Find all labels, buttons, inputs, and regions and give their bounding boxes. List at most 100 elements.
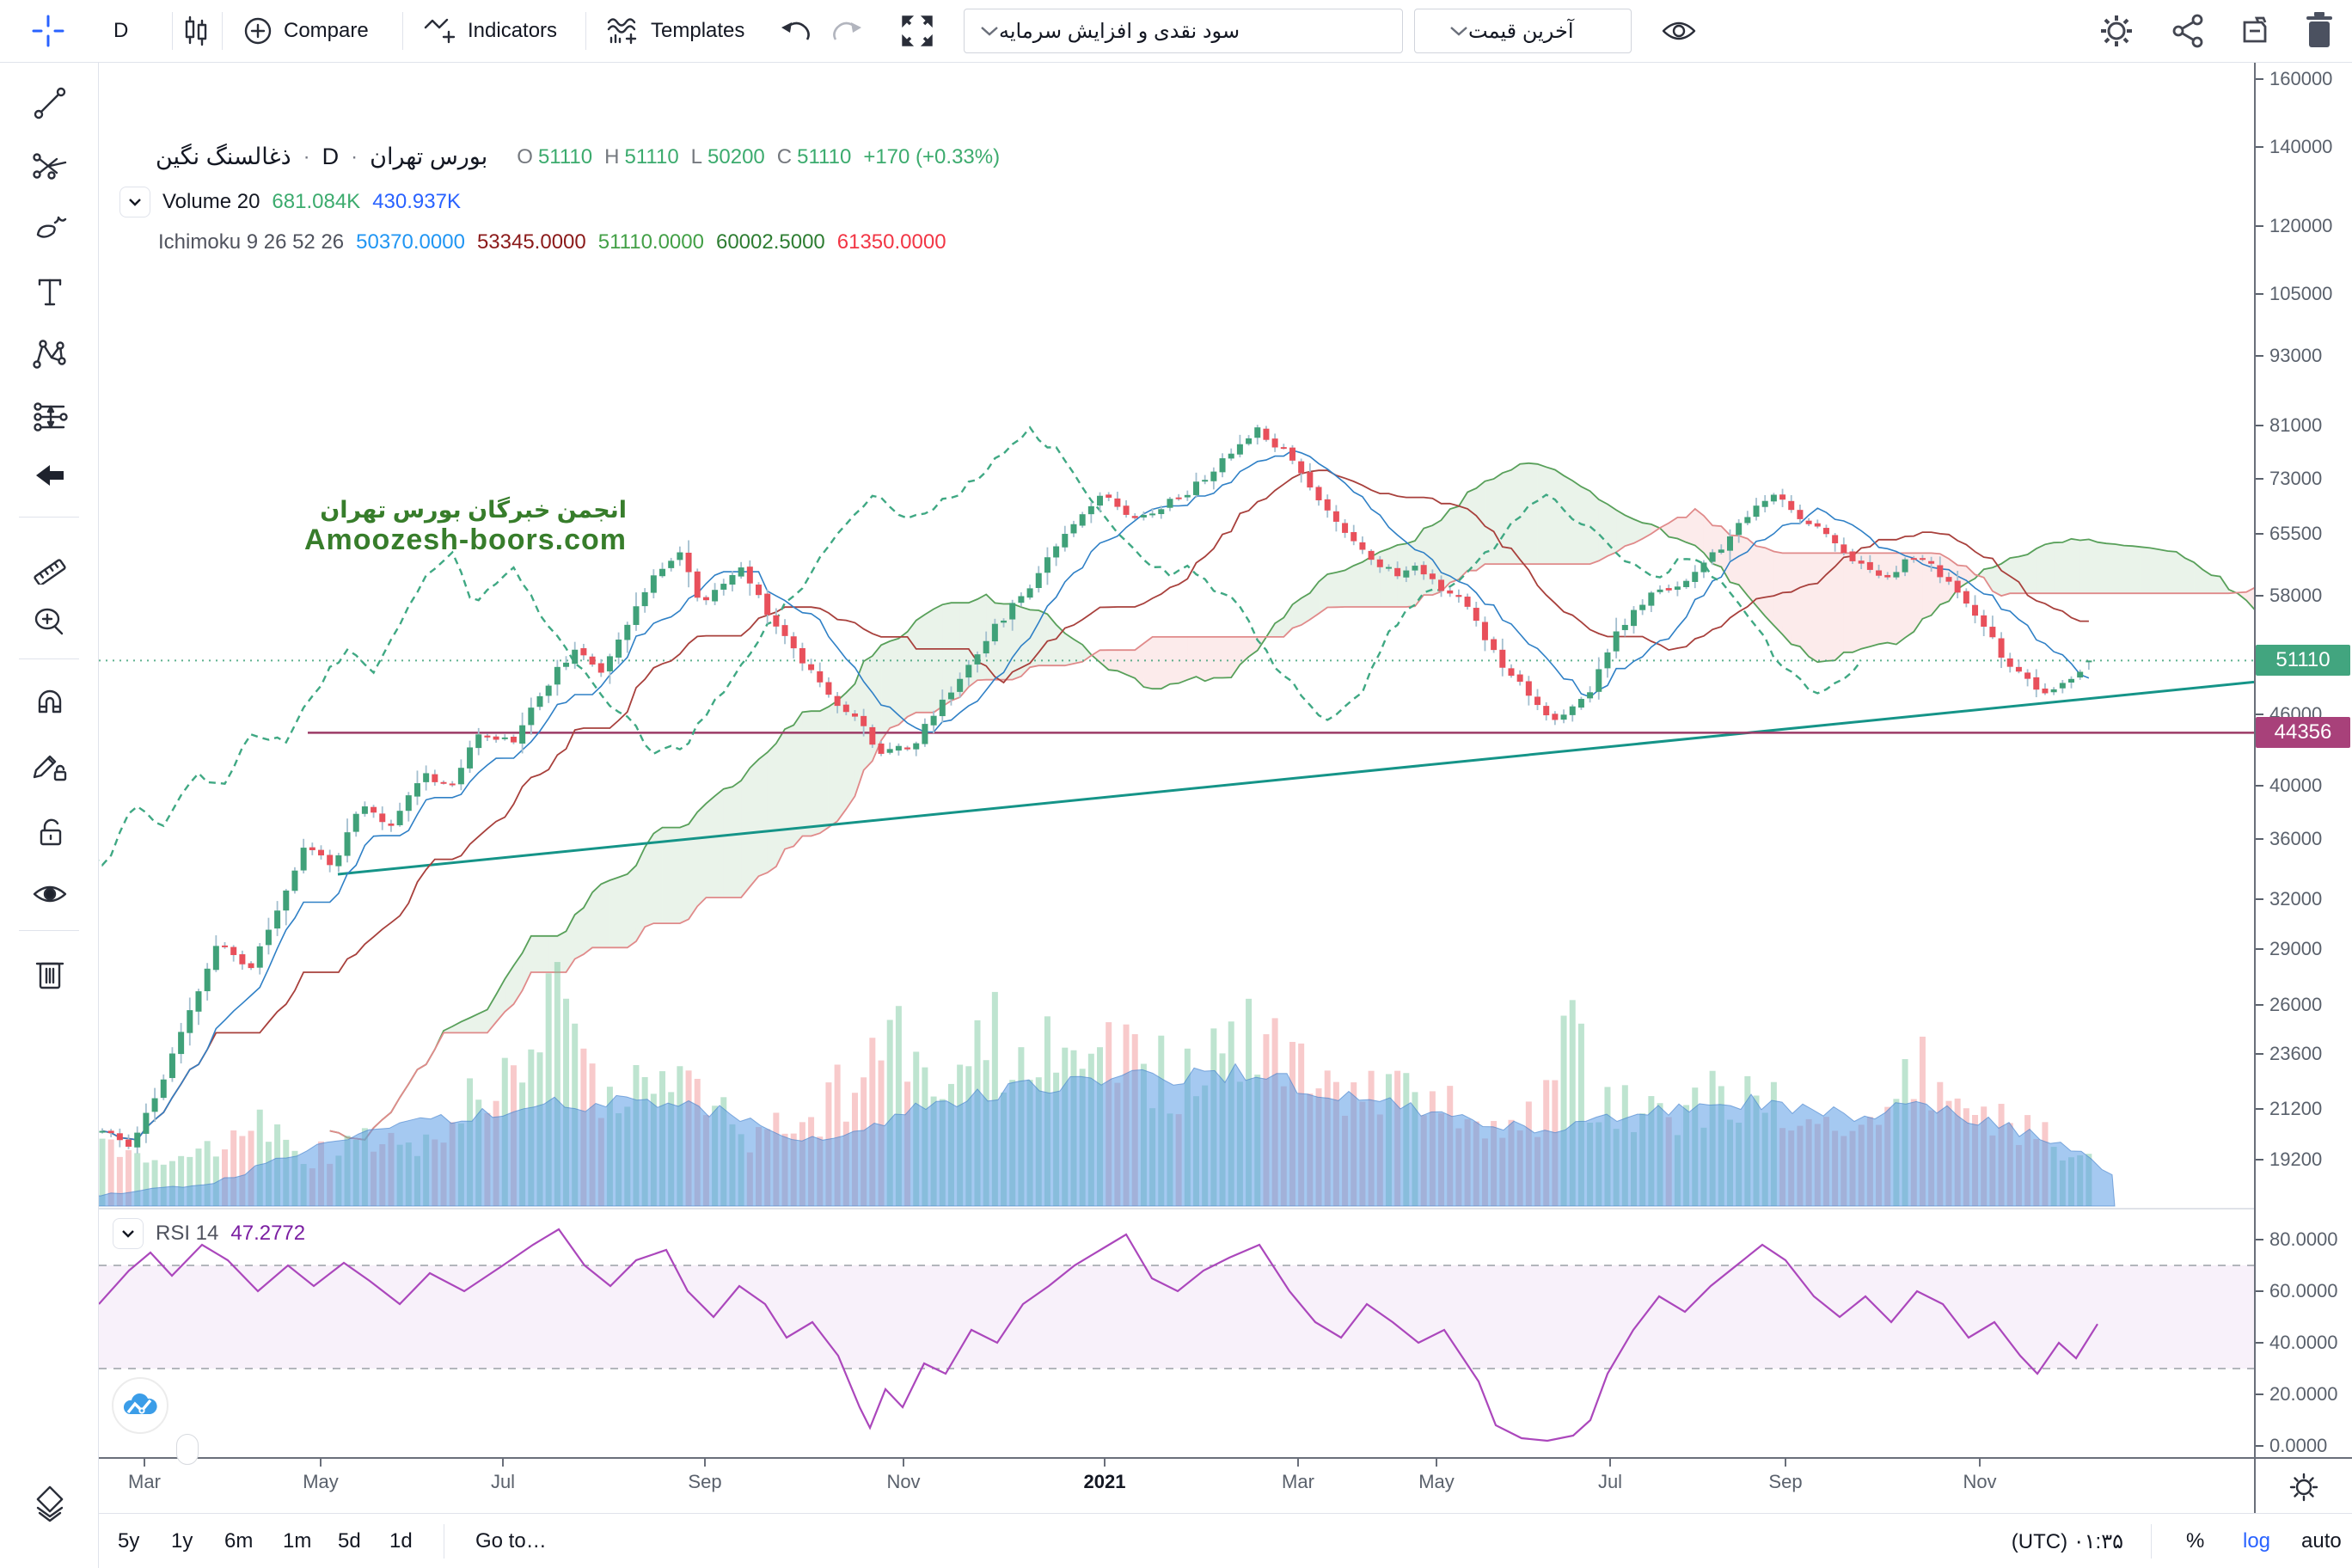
range-1m-button[interactable]: 1m <box>283 1529 312 1553</box>
undo-icon <box>781 21 810 40</box>
top-toolbar: D Compare Indicators <box>0 0 2352 63</box>
tool-measure[interactable] <box>25 541 75 591</box>
tool-text[interactable] <box>25 267 75 317</box>
redo-button[interactable] <box>827 9 865 53</box>
chevron-down-icon <box>1450 27 1467 36</box>
tool-magnet[interactable] <box>25 678 75 728</box>
time-tick-mark <box>1979 1459 1981 1467</box>
price-level-badge: 44356 <box>2256 717 2350 749</box>
fullscreen-button[interactable] <box>898 9 936 53</box>
toolbar-divider <box>172 12 173 50</box>
range-6m-button[interactable]: 6m <box>224 1529 254 1553</box>
price-tick-label: 26000 <box>2269 993 2323 1015</box>
object-tree-button[interactable] <box>25 1479 75 1529</box>
compare-button[interactable]: Compare <box>242 9 369 53</box>
volume-collapse-button[interactable] <box>119 187 150 217</box>
price-tick-mark <box>2256 533 2263 536</box>
cloud-chart-icon <box>123 1393 157 1414</box>
time-tick-label: Nov <box>886 1471 921 1492</box>
price-source-dropdown[interactable]: آخرین قیمت <box>1414 9 1632 53</box>
settings-button[interactable] <box>2098 9 2135 53</box>
price-tick-mark <box>2256 838 2263 841</box>
adjustment-dropdown[interactable]: سود نقدی و افزایش سرمایه <box>964 9 1403 53</box>
chart-canvas[interactable] <box>99 63 2254 1457</box>
tool-remove-objects[interactable] <box>25 948 75 998</box>
axis-corner[interactable] <box>2254 1459 2352 1515</box>
price-tick-label: 81000 <box>2269 414 2323 437</box>
undo-button[interactable] <box>778 9 816 53</box>
tool-xabcd-pattern[interactable] <box>25 329 75 379</box>
hide-indicators-button[interactable] <box>1659 9 1699 53</box>
price-axis[interactable]: 160000 140000 120000 105000 93000 81000 73000 6… <box>2254 63 2352 1457</box>
clock-label[interactable]: ۰۱:۳۵ (UTC) <box>1934 1514 2123 1568</box>
indicators-label: Indicators <box>468 19 558 42</box>
price-source-dropdown-value: آخرین قیمت <box>1468 19 1574 43</box>
sidebar-divider <box>19 517 79 518</box>
rsi-tick-label: 60.0000 <box>2269 1280 2338 1302</box>
tool-arrow[interactable] <box>25 450 75 500</box>
time-tick-mark <box>1436 1459 1437 1467</box>
exchange-name: بورس تهران <box>370 144 488 169</box>
range-1y-button[interactable]: 1y <box>171 1529 193 1553</box>
chart-style-button[interactable] <box>179 9 211 53</box>
log-scale-button[interactable]: log <box>2243 1529 2271 1553</box>
pane-handle[interactable] <box>176 1434 199 1465</box>
text-icon <box>38 279 62 306</box>
compare-label: Compare <box>284 19 369 42</box>
toolbar-divider <box>585 12 586 50</box>
time-tick-label: May <box>303 1471 339 1492</box>
watermark-line2: Amoozesh-boors.com <box>304 524 628 556</box>
ichimoku-name: Ichimoku 9 26 52 26 <box>158 230 345 254</box>
range-5d-button[interactable]: 5d <box>338 1529 361 1553</box>
tool-hide-all[interactable] <box>25 869 75 919</box>
price-tick-mark <box>2256 425 2263 427</box>
trash-icon <box>2306 12 2332 47</box>
symbol-legend[interactable]: ذغالسنگ نگین · D · بورس تهران O 51110 H … <box>156 144 1000 170</box>
range-1d-button[interactable]: 1d <box>389 1529 413 1553</box>
journal-button[interactable] <box>2236 9 2274 53</box>
tool-pitchfork[interactable] <box>25 141 75 191</box>
auto-scale-button[interactable]: auto <box>2301 1529 2342 1553</box>
tool-trend-line[interactable] <box>25 78 75 128</box>
price-tick-mark <box>2256 224 2263 227</box>
rsi-tick-mark <box>2256 1239 2263 1240</box>
legend-separator: · <box>351 144 358 168</box>
range-5y-button[interactable]: 5y <box>118 1529 140 1553</box>
price-tick-label: 105000 <box>2269 282 2333 304</box>
rsi-legend[interactable]: RSI 14 47.2772 <box>113 1218 305 1249</box>
share-button[interactable] <box>2169 9 2207 53</box>
tool-brush[interactable] <box>25 203 75 253</box>
indicators-button[interactable]: Indicators <box>423 9 557 53</box>
percent-scale-button[interactable]: % <box>2186 1529 2205 1553</box>
tool-lock-all[interactable] <box>25 807 75 857</box>
symbol-name: ذغالسنگ نگین <box>156 144 291 169</box>
goto-button[interactable]: Go to… <box>475 1529 547 1553</box>
remove-drawings-button[interactable] <box>2302 9 2337 53</box>
tool-forecast[interactable] <box>25 392 75 442</box>
forecast-icon <box>34 402 68 432</box>
xabcd-pattern-icon <box>33 340 66 369</box>
ichimoku-tenkan-value: 50370.0000 <box>356 230 465 254</box>
tool-zoom-in[interactable] <box>25 597 75 647</box>
volume-legend[interactable]: Volume 20 681.084K 430.937K <box>119 187 461 217</box>
crosshair-tool-button[interactable] <box>31 9 65 53</box>
close-label: C <box>776 144 793 168</box>
ichimoku-senkou-b-value: 60002.5000 <box>715 230 825 254</box>
time-tick-mark <box>903 1459 904 1467</box>
provider-logo-button[interactable] <box>112 1377 168 1434</box>
rsi-collapse-button[interactable] <box>113 1218 144 1249</box>
interval-button[interactable]: D <box>113 9 128 53</box>
ichimoku-legend[interactable]: Ichimoku 9 26 52 26 50370.0000 53345.000… <box>158 230 946 254</box>
tool-drawing-mode-lock[interactable] <box>25 740 75 790</box>
high-label: H <box>604 144 620 168</box>
price-tick-mark <box>2256 897 2263 900</box>
time-tick-mark <box>320 1459 322 1467</box>
time-axis[interactable]: Mar May Jul Sep Nov 2021 Mar May Jul Sep Nov <box>99 1457 2352 1515</box>
templates-button[interactable]: Templates <box>606 9 744 53</box>
chart-pane[interactable]: ذغالسنگ نگین · D · بورس تهران O 51110 H … <box>99 63 2254 1457</box>
time-tick-mark <box>502 1459 504 1467</box>
time-tick-label: Sep <box>1768 1471 1803 1492</box>
change-value: +170 (+0.33%) <box>863 144 1001 168</box>
ichimoku-kijun-value: 53345.0000 <box>476 230 586 254</box>
rsi-tick-mark <box>2256 1290 2263 1292</box>
